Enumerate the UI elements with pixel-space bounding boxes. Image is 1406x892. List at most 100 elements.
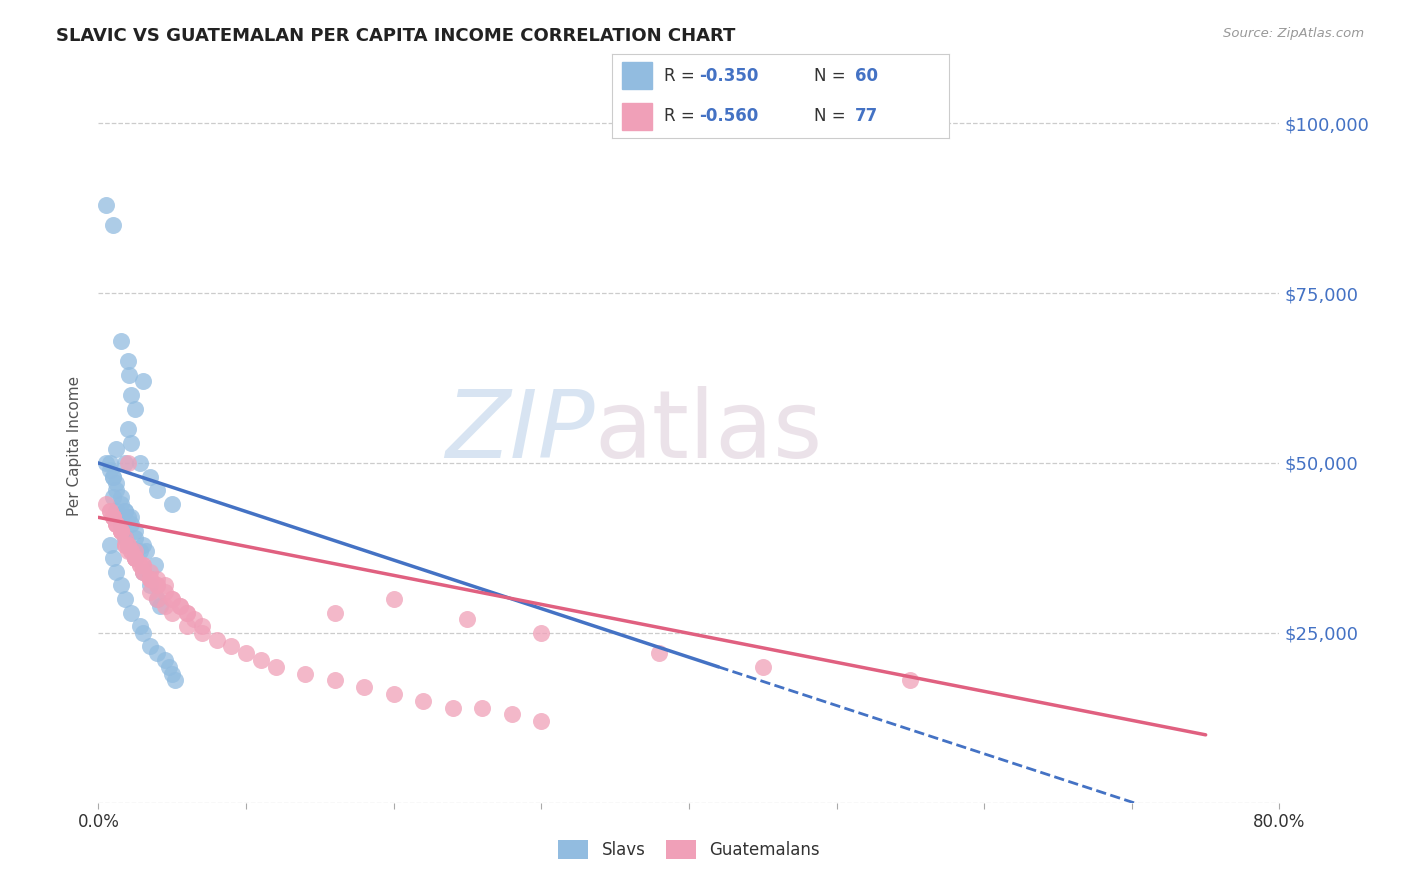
Point (139, 640, 162, 654)
Point (294, 666, 316, 681)
Point (98, 537, 121, 551)
Point (176, 606, 198, 620)
Point (124, 401, 146, 416)
Point (105, 517, 128, 532)
Point (382, 687, 405, 701)
Point (120, 544, 142, 558)
Point (149, 599, 172, 613)
Point (139, 572, 162, 586)
Point (501, 707, 523, 722)
Point (98, 456, 121, 470)
Point (146, 578, 169, 592)
Point (146, 646, 169, 660)
Point (98, 503, 121, 517)
Point (146, 591, 169, 606)
Point (117, 510, 139, 524)
Point (471, 700, 494, 714)
Point (165, 673, 187, 688)
Point (162, 591, 183, 606)
Point (117, 537, 139, 551)
Point (124, 551, 146, 566)
Text: N =: N = (814, 67, 851, 85)
Text: atlas: atlas (595, 385, 823, 478)
Point (124, 524, 146, 538)
Point (117, 422, 139, 436)
Point (323, 673, 346, 688)
Point (114, 537, 136, 551)
Point (128, 456, 150, 470)
Point (139, 469, 162, 483)
Point (139, 578, 162, 592)
Text: R =: R = (664, 67, 700, 85)
Text: -0.560: -0.560 (699, 107, 759, 125)
Point (110, 578, 132, 592)
Point (110, 490, 132, 504)
Point (153, 578, 176, 592)
Legend: Slavs, Guatemalans: Slavs, Guatemalans (551, 834, 827, 866)
Point (110, 524, 132, 538)
Point (139, 565, 162, 579)
Point (105, 503, 128, 517)
Point (176, 606, 198, 620)
Point (110, 524, 132, 538)
Point (114, 531, 136, 545)
Point (162, 591, 183, 606)
Point (124, 544, 146, 558)
Point (103, 469, 125, 483)
Point (264, 660, 287, 674)
Bar (621, 103, 652, 130)
Point (94, 456, 117, 470)
Point (146, 483, 169, 498)
Point (139, 572, 162, 586)
Point (117, 537, 139, 551)
Point (114, 503, 136, 517)
Point (191, 626, 214, 640)
Point (153, 585, 176, 599)
Point (221, 640, 243, 654)
Point (457, 612, 479, 626)
Point (128, 558, 150, 572)
Text: N =: N = (814, 107, 851, 125)
Point (146, 591, 169, 606)
Point (169, 599, 191, 613)
Point (900, 673, 922, 688)
Point (176, 619, 198, 633)
Point (114, 537, 136, 551)
Text: ZIP: ZIP (444, 386, 595, 477)
Point (103, 510, 125, 524)
Point (120, 435, 142, 450)
Point (323, 606, 346, 620)
Point (169, 599, 191, 613)
Point (114, 456, 136, 470)
Point (105, 476, 128, 491)
Point (124, 551, 146, 566)
Point (117, 456, 139, 470)
Point (103, 490, 125, 504)
Point (124, 551, 146, 566)
Point (128, 544, 150, 558)
Point (132, 558, 155, 572)
Point (103, 551, 125, 566)
Point (157, 660, 180, 674)
Point (128, 558, 150, 572)
Point (530, 626, 553, 640)
Point (205, 632, 228, 647)
Point (139, 585, 162, 599)
Point (114, 503, 136, 517)
Point (110, 334, 132, 348)
Text: 77: 77 (855, 107, 877, 125)
Point (139, 572, 162, 586)
Point (103, 218, 125, 232)
Point (382, 591, 405, 606)
Point (117, 544, 139, 558)
Point (412, 694, 434, 708)
Point (105, 565, 128, 579)
Point (103, 510, 125, 524)
Point (132, 558, 155, 572)
Point (183, 612, 205, 626)
Text: 60: 60 (855, 67, 877, 85)
Point (120, 517, 142, 532)
Point (118, 368, 141, 382)
Point (124, 531, 146, 545)
Point (235, 646, 257, 660)
